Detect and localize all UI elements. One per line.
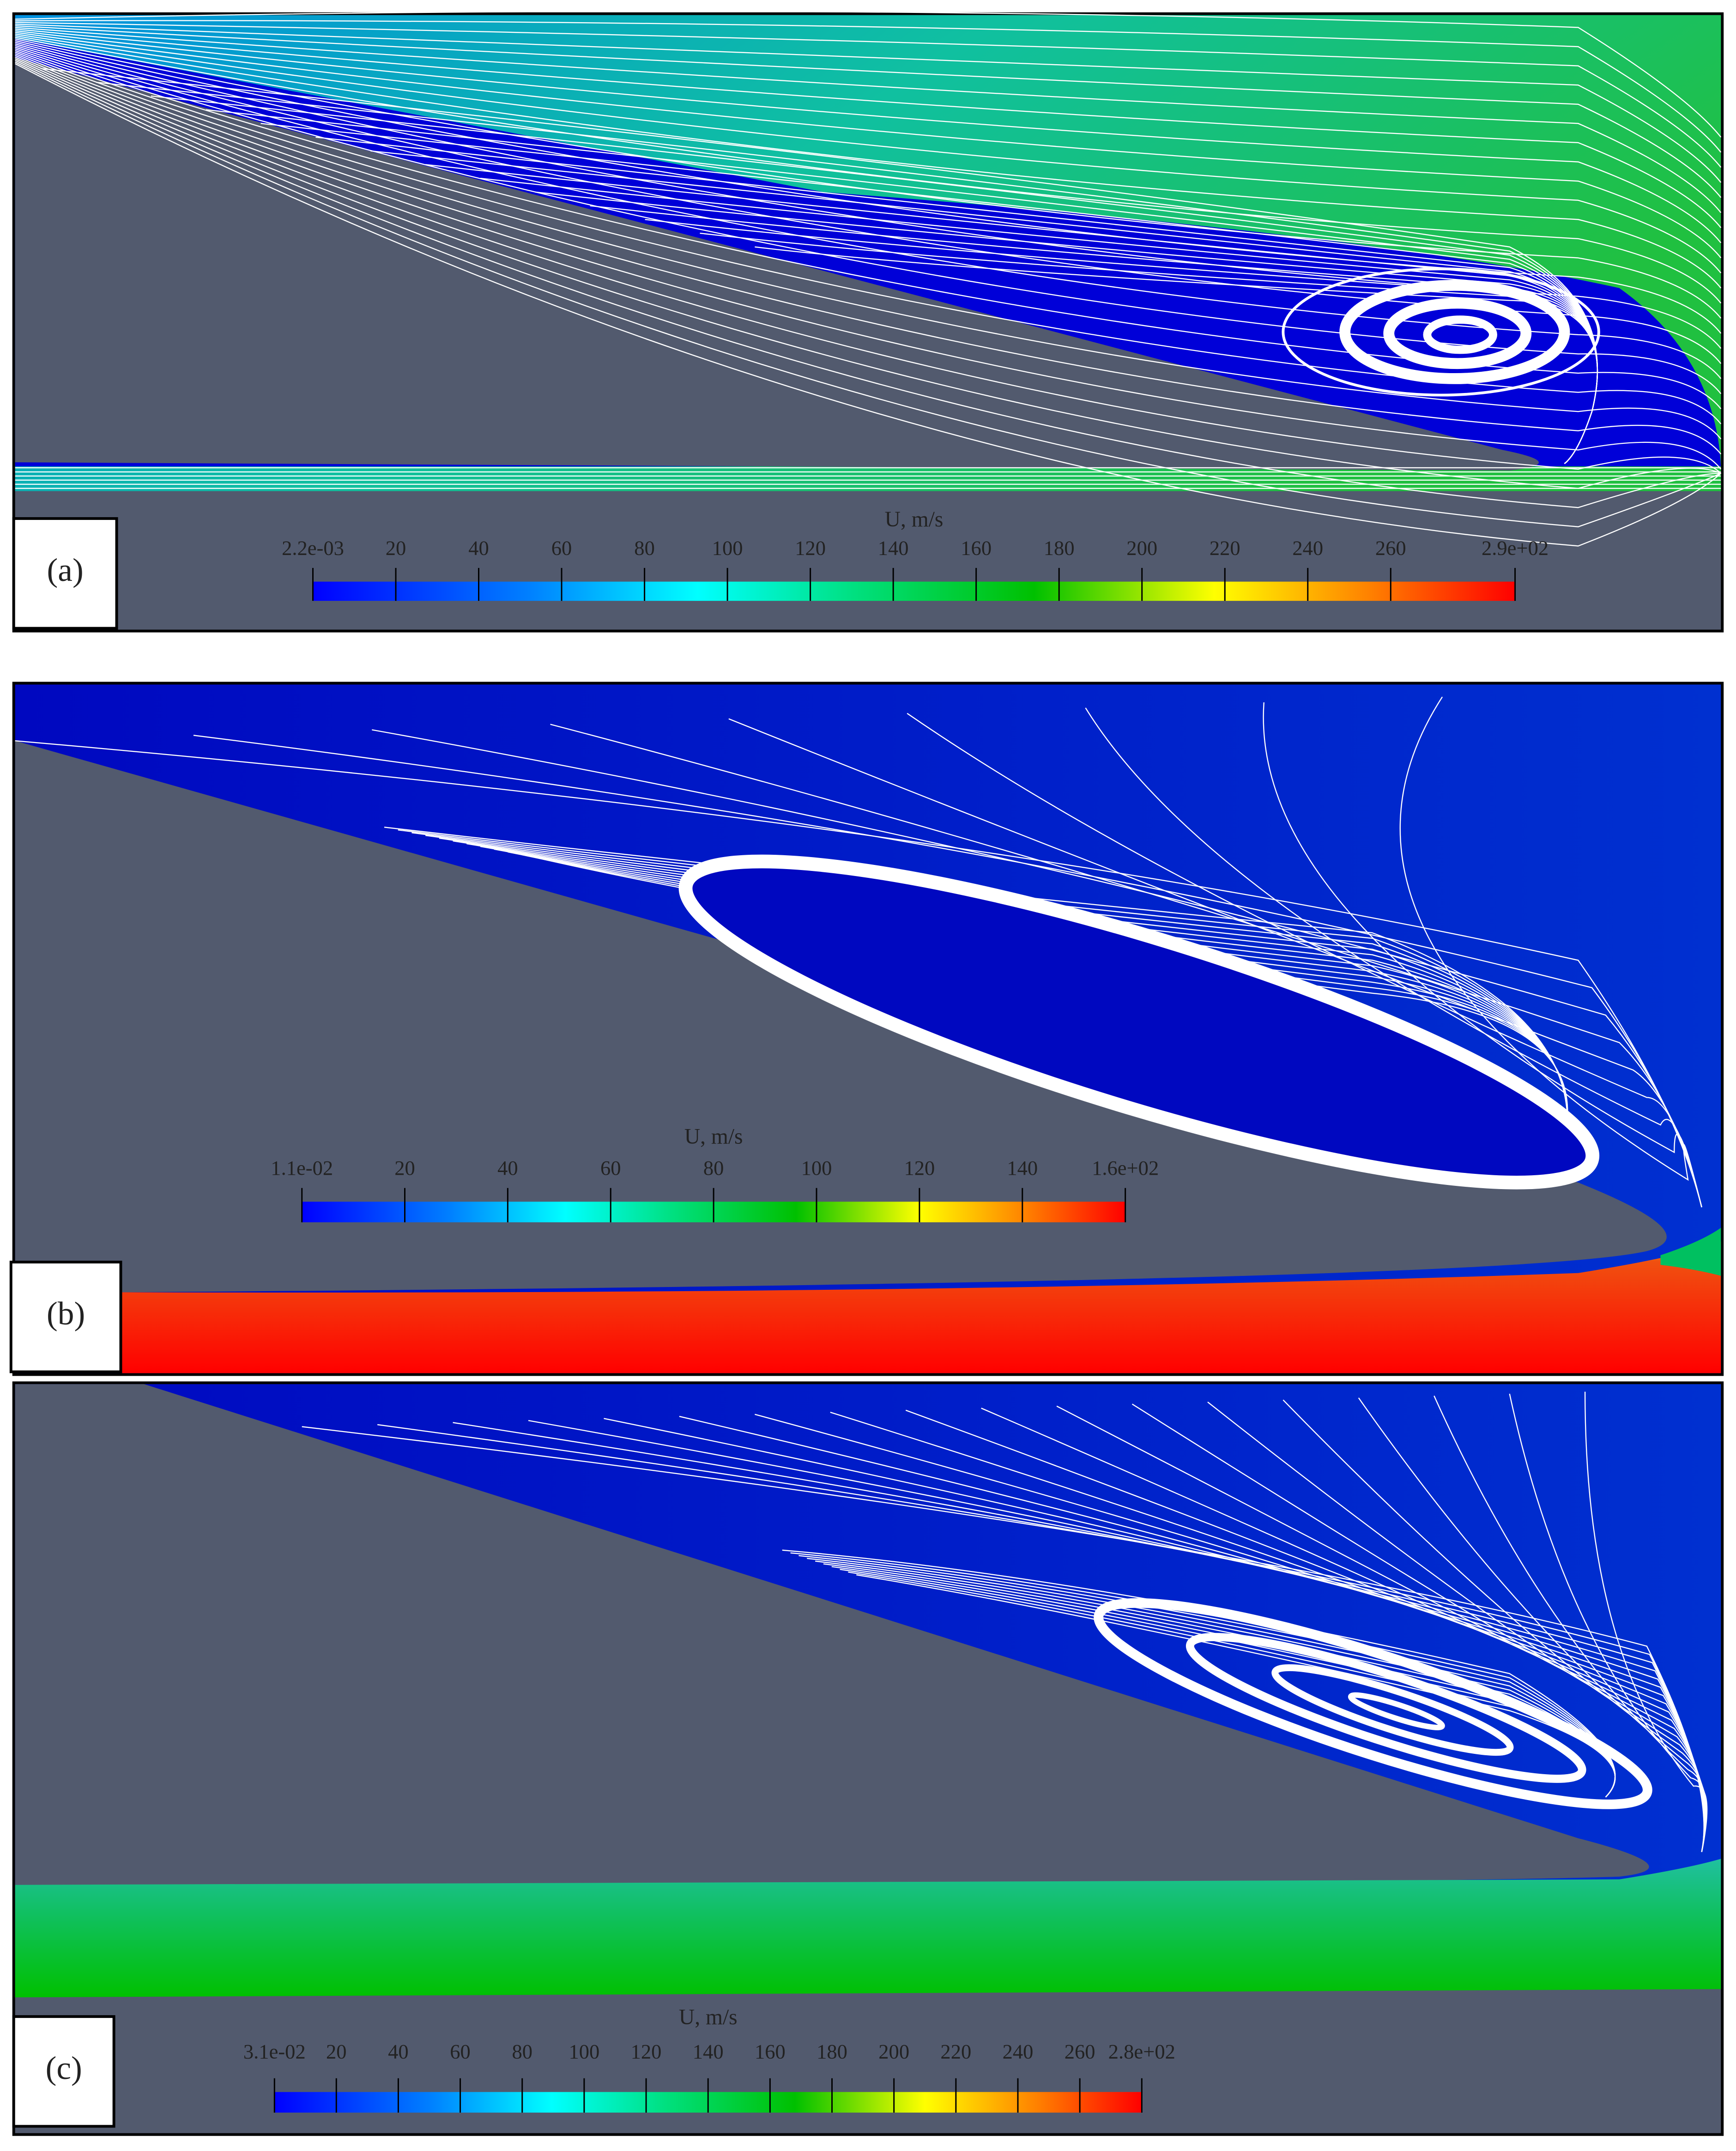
vortex — [1282, 267, 1600, 397]
streamline — [15, 28, 1722, 228]
streamline — [15, 54, 1722, 470]
colorbar-tick-label: 120 — [904, 1156, 935, 1179]
colorbar — [313, 581, 1515, 601]
colorbar-tick-label: 240 — [1003, 2040, 1034, 2063]
streamline — [15, 25, 1722, 198]
streamline — [840, 1569, 1616, 1798]
body — [15, 741, 1667, 1293]
streamline — [15, 36, 1722, 304]
colorbar-tick-label: 20 — [326, 2040, 347, 2063]
colorbar-tick-label: 120 — [795, 536, 826, 559]
streamline — [15, 42, 1722, 349]
colorbar-title: U, m/s — [679, 2006, 738, 2030]
streamline — [1399, 696, 1702, 1208]
colorbar-tick-label: 180 — [817, 2040, 847, 2063]
streamline — [15, 47, 1722, 394]
streamline — [15, 31, 1722, 259]
colorbar-tick-label: 2.2e-03 — [282, 536, 344, 559]
colorbar-tick-label: 60 — [551, 536, 572, 559]
panel-a — [12, 11, 1724, 633]
panel-label: (c) — [46, 2050, 82, 2086]
colorbar-tick-label: 100 — [569, 2040, 599, 2063]
colorbar-tick-label: 140 — [1007, 1156, 1038, 1179]
colorbar-tick-label: 40 — [468, 536, 489, 559]
streamline — [15, 61, 1721, 527]
colorbar-tick-label: 1.6e+02 — [1092, 1156, 1159, 1179]
mixing-zone — [1660, 1227, 1721, 1276]
label-box — [12, 2015, 115, 2128]
colorbar-title: U, m/s — [885, 508, 944, 532]
colorbar-tick-label: 260 — [1375, 536, 1406, 559]
colorbar-tick-label: 80 — [512, 2040, 532, 2063]
streamline — [728, 718, 1702, 1208]
body — [15, 1384, 1649, 1885]
streamline — [15, 56, 1722, 474]
colorbar-tick-label: 140 — [693, 2040, 724, 2063]
panel-label: (a) — [47, 552, 84, 588]
colorbar-title: U, m/s — [684, 1125, 743, 1149]
colorbar-tick-label: 200 — [1126, 536, 1157, 559]
colorbar-tick-label: 240 — [1292, 536, 1323, 559]
streamline — [15, 33, 1722, 273]
colorbar-tick-label: 160 — [961, 536, 992, 559]
vortex — [678, 854, 1600, 1190]
colorbar-tick-label: 2.8e+02 — [1108, 2040, 1175, 2063]
panel-label: (b) — [47, 1295, 85, 1332]
streamline — [15, 11, 1722, 138]
colorbar-tick-label: 80 — [703, 1156, 724, 1179]
streamline — [15, 58, 1721, 489]
colorbar-tick-label: 1.1e-02 — [271, 1156, 333, 1179]
streamline — [15, 20, 1722, 153]
colorbar-tick-label: 120 — [631, 2040, 662, 2063]
streamline — [1085, 707, 1702, 1208]
jet-flow — [15, 1859, 1721, 1998]
colorbar-tick-label: 40 — [388, 2040, 409, 2063]
colorbar-tick-label: 220 — [1210, 536, 1240, 559]
streamline — [907, 713, 1702, 1208]
label-box — [12, 517, 118, 630]
streamline — [848, 1571, 1616, 1798]
streamline — [15, 43, 1722, 364]
jet-flow — [121, 1241, 1721, 1373]
panel-c — [12, 1381, 1724, 2136]
colorbar-tick-label: 220 — [940, 2040, 971, 2063]
streamline — [15, 48, 1722, 410]
streamline — [15, 45, 1722, 379]
colorbar-tick-label: 20 — [394, 1156, 415, 1179]
streamline — [15, 27, 1722, 213]
streamline — [15, 35, 1722, 289]
streamline — [1584, 1391, 1708, 1852]
colorbar-tick-label: 180 — [1044, 536, 1075, 559]
streamline — [15, 38, 1722, 319]
streamline — [755, 246, 1598, 465]
streamline — [1263, 702, 1702, 1208]
body — [15, 57, 1539, 471]
colorbar-tick-label: 60 — [600, 1156, 621, 1179]
colorbar-tick-label: 160 — [755, 2040, 786, 2063]
label-box — [9, 1261, 122, 1373]
streamline — [15, 22, 1722, 168]
colorbar-tick-label: 140 — [878, 536, 909, 559]
panel-b — [12, 682, 1724, 1376]
streamline — [15, 51, 1722, 440]
colorbar-tick-label: 100 — [712, 536, 743, 559]
colorbar-tick-label: 2.9e+02 — [1482, 536, 1548, 559]
colorbar-tick-label: 200 — [878, 2040, 909, 2063]
colorbar-tick-label: 260 — [1065, 2040, 1095, 2063]
colorbar-tick-label: 20 — [386, 536, 406, 559]
colorbar-tick-label: 40 — [497, 1156, 518, 1179]
streamline — [15, 60, 1721, 508]
colorbar-tick-label: 60 — [450, 2040, 471, 2063]
vortex — [1094, 1598, 1652, 1809]
colorbar-tick-label: 100 — [801, 1156, 832, 1179]
streamline — [15, 53, 1722, 455]
streamline — [15, 50, 1722, 424]
streamline — [15, 30, 1722, 243]
streamline — [15, 63, 1722, 547]
colorbar-tick-label: 80 — [634, 536, 655, 559]
streamline — [15, 40, 1722, 334]
colorbar-tick-label: 3.1e-02 — [243, 2040, 306, 2063]
